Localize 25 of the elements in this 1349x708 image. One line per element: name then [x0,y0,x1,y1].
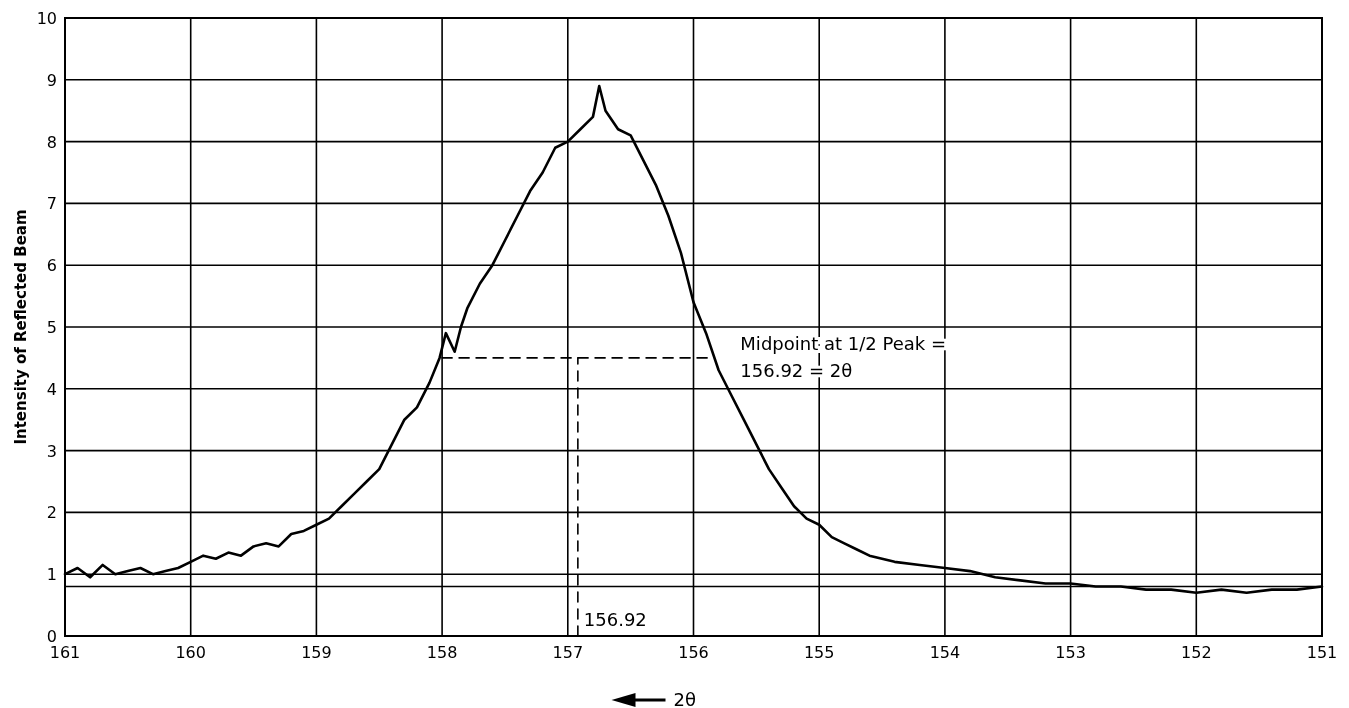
x-tick-label: 158 [426,643,458,662]
y-tick-label: 1 [46,565,57,585]
x-tick-label: 151 [1306,643,1338,662]
annotation: 156.92 [583,609,647,630]
y-tick-label: 4 [46,379,57,399]
x-tick-label: 159 [301,643,332,662]
y-tick-label: 2 [46,503,57,523]
x-tick-label: 160 [175,643,206,662]
x-axis-title: 2θ [673,689,696,708]
y-tick-label: 5 [46,318,57,337]
x-tick-label: 152 [1181,643,1212,662]
y-tick-label: 10 [36,9,57,28]
x-tick-label: 155 [803,643,835,662]
y-tick-label: 8 [46,132,57,152]
y-axis-title: Intensity of Reflected Beam [12,209,30,445]
y-tick-label: 3 [46,441,57,461]
x-tick-label: 157 [552,643,584,662]
x-tick-label: 154 [929,643,961,662]
x-tick-label: 156 [678,643,709,662]
y-tick-label: 0 [46,627,57,646]
x-tick-label: 153 [1055,643,1086,662]
y-tick-label: 9 [46,70,57,90]
x-tick-label: 161 [49,643,81,662]
y-tick-label: 6 [46,256,57,276]
y-tick-label: 7 [46,194,57,214]
